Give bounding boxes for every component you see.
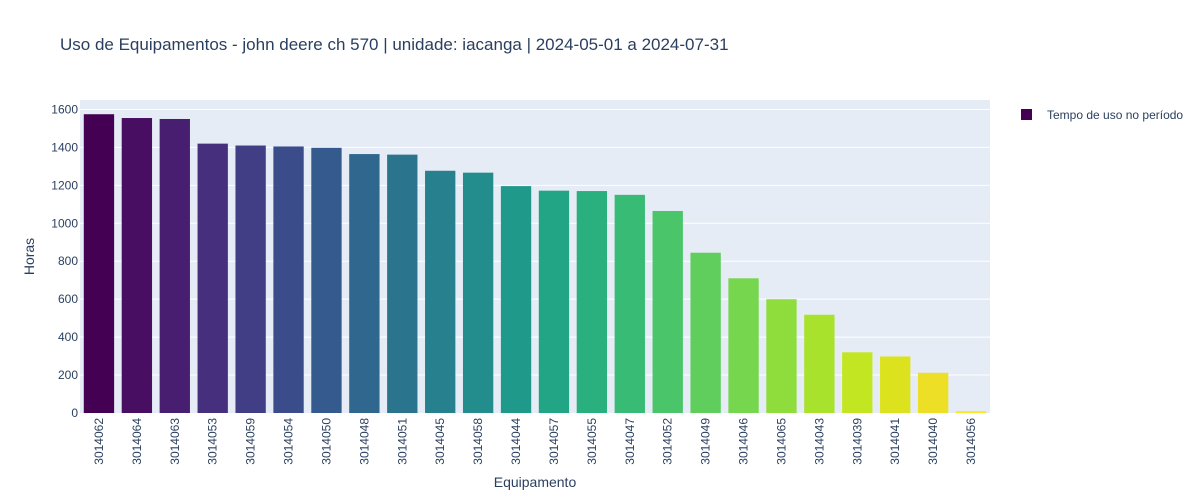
bar-3014043[interactable] [804, 314, 835, 413]
bar-3014055[interactable] [576, 191, 608, 413]
bar-3014054[interactable] [273, 146, 304, 413]
y-tick-label: 0 [71, 406, 78, 420]
x-tick-label: 3014040 [926, 418, 940, 465]
bar-3014049[interactable] [690, 252, 721, 413]
bars [83, 114, 987, 414]
bar-3014040[interactable] [917, 372, 949, 413]
x-tick-label: 3014043 [812, 418, 826, 465]
bar-3014039[interactable] [842, 352, 873, 413]
bar-3014051[interactable] [387, 154, 418, 413]
bar-3014044[interactable] [500, 186, 532, 413]
gridlines [80, 108, 990, 376]
bar-3014058[interactable] [462, 172, 494, 413]
bar-3014050[interactable] [311, 147, 342, 413]
x-tick-label: 3014047 [623, 418, 637, 465]
y-axis-ticks: 0 200 400 600 800 1000 1200 1400 1600 [51, 102, 78, 420]
y-tick-label: 1400 [51, 140, 78, 154]
y-tick-label: 1200 [51, 178, 78, 192]
bar-3014064[interactable] [121, 118, 153, 413]
x-tick-label: 3014050 [319, 418, 333, 465]
bar-3014059[interactable] [235, 145, 266, 413]
bar-3014065[interactable] [766, 299, 797, 413]
chart-title: Uso de Equipamentos - john deere ch 570 … [60, 35, 729, 54]
x-tick-label: 3014053 [206, 418, 220, 465]
x-tick-label: 3014044 [509, 418, 523, 465]
x-tick-label: 3014062 [92, 418, 106, 465]
x-axis-ticks: 3014062 3014064 3014063 3014053 3014059 30140… [92, 418, 978, 465]
x-axis-title: Equipamento [494, 474, 577, 490]
x-tick-label: 3014063 [168, 418, 182, 465]
bar-3014048[interactable] [349, 154, 380, 413]
bar-3014053[interactable] [197, 143, 228, 413]
plot-area [80, 100, 990, 413]
legend-swatch[interactable] [1021, 109, 1032, 120]
y-tick-label: 1000 [51, 216, 78, 230]
x-tick-label: 3014056 [964, 418, 978, 465]
x-tick-label: 3014064 [130, 418, 144, 465]
x-tick-label: 3014059 [244, 418, 258, 465]
x-tick-label: 3014051 [395, 418, 409, 465]
x-tick-label: 3014045 [433, 418, 447, 465]
legend-label[interactable]: Tempo de uso no período [1047, 108, 1183, 122]
bar-3014062[interactable] [83, 114, 115, 414]
x-tick-label: 3014055 [585, 418, 599, 465]
y-tick-label: 1600 [51, 102, 78, 116]
bar-3014057[interactable] [538, 190, 570, 413]
legend[interactable]: Tempo de uso no período [1021, 108, 1183, 122]
x-tick-label: 3014048 [357, 418, 371, 465]
x-tick-label: 3014041 [888, 418, 902, 465]
y-axis-title: Horas [21, 238, 37, 275]
y-tick-label: 800 [58, 254, 78, 268]
bar-3014052[interactable] [652, 210, 683, 413]
bar-3014045[interactable] [425, 170, 456, 413]
x-tick-label: 3014052 [661, 418, 675, 465]
x-tick-label: 3014054 [282, 418, 296, 465]
bar-3014041[interactable] [880, 356, 911, 413]
x-tick-label: 3014039 [850, 418, 864, 465]
bar-3014046[interactable] [728, 278, 759, 413]
x-tick-label: 3014058 [471, 418, 485, 465]
x-tick-label: 3014046 [737, 418, 751, 465]
x-tick-label: 3014049 [699, 418, 713, 465]
bar-3014056[interactable] [955, 411, 987, 413]
y-tick-label: 600 [58, 292, 78, 306]
y-tick-label: 200 [58, 368, 78, 382]
x-tick-label: 3014065 [774, 418, 788, 465]
y-tick-label: 400 [58, 330, 78, 344]
x-tick-label: 3014057 [547, 418, 561, 465]
bar-3014047[interactable] [614, 194, 645, 413]
bar-3014063[interactable] [159, 118, 190, 413]
